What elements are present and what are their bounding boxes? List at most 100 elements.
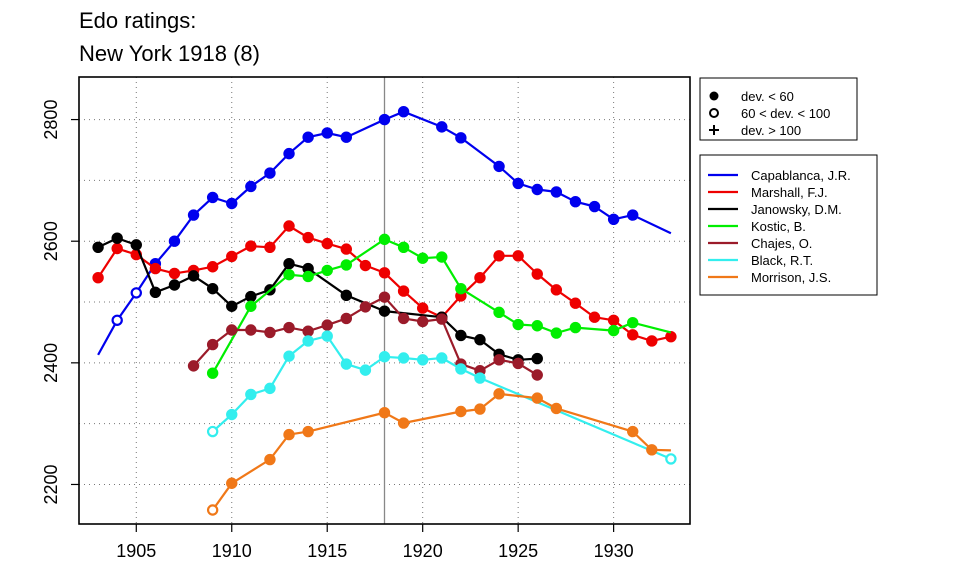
- data-point-janowsky-d-m-1904: [111, 232, 123, 244]
- data-point-kostic-b-1919: [397, 241, 410, 253]
- data-point-morrison-j-s-1909: [206, 504, 219, 516]
- data-point-kostic-b-1920: [416, 252, 429, 264]
- data-point-marshall-f-j-1916: [340, 243, 353, 255]
- data-point-marshall-f-j-1920: [416, 302, 429, 314]
- data-point-capablanca-j-r-1931: [627, 209, 639, 221]
- symbol-legend-plus-marker: [709, 125, 719, 135]
- data-point-morrison-j-s-1931: [627, 425, 639, 438]
- data-point-black-r-t-1919: [397, 352, 410, 364]
- data-point-chajes-o-1918: [378, 291, 391, 303]
- data-point-janowsky-d-m-1913: [283, 258, 295, 270]
- symbol-legend: dev. < 60 60 < dev. < 100 dev. > 100: [699, 77, 858, 141]
- x-tick-label-1910: 1910: [212, 541, 252, 561]
- symbol-legend-box: [699, 77, 858, 141]
- data-point-capablanca-j-r-1910: [226, 197, 238, 210]
- data-point-marshall-f-j-1924: [493, 250, 505, 262]
- data-point-capablanca-j-r-1916: [340, 131, 353, 143]
- data-point-capablanca-j-r-1928: [569, 195, 582, 208]
- data-point-morrison-j-s-1914: [302, 425, 314, 438]
- data-point-marshall-f-j-1912: [264, 241, 276, 253]
- y-tick-label-2600: 2600: [41, 221, 61, 261]
- data-point-capablanca-j-r-1915: [321, 127, 333, 139]
- symbol-legend-filled-circle-marker: [709, 91, 719, 101]
- series-kostic-b: [206, 233, 672, 379]
- data-point-morrison-j-s-1913: [283, 428, 295, 441]
- data-point-marshall-f-j-1914: [302, 231, 314, 244]
- data-point-capablanca-j-r-1927: [550, 186, 563, 198]
- data-point-capablanca-j-r-1929: [588, 200, 601, 213]
- chart-title-line-1: Edo ratings:: [79, 8, 196, 33]
- data-point-capablanca-j-r-1921: [436, 121, 448, 133]
- y-tick-label-2800: 2800: [41, 100, 61, 140]
- data-point-morrison-j-s-1926: [531, 392, 543, 404]
- data-point-marshall-f-j-1932: [646, 335, 658, 347]
- data-point-black-r-t-1918: [378, 351, 391, 363]
- data-point-capablanca-j-r-1922: [455, 132, 467, 144]
- data-point-capablanca-j-r-1911: [245, 180, 257, 193]
- data-point-kostic-b-1914: [302, 270, 314, 283]
- data-point-black-r-t-1910: [226, 408, 238, 421]
- data-point-janowsky-d-m-1907: [168, 279, 181, 291]
- data-point-marshall-f-j-1904: [111, 242, 123, 255]
- legend-label-janowsky-d-m: Janowsky, D.M.: [751, 202, 842, 217]
- data-point-marshall-f-j-1909: [206, 261, 219, 273]
- x-tick-label-1905: 1905: [116, 541, 156, 561]
- data-point-morrison-j-s-1924: [493, 388, 505, 400]
- data-point-kostic-b-1930: [607, 324, 620, 337]
- data-point-morrison-j-s-1910: [226, 477, 238, 489]
- data-point-janowsky-d-m-1916: [340, 289, 353, 302]
- data-point-chajes-o-1913: [283, 321, 295, 334]
- data-point-marshall-f-j-1926: [531, 268, 543, 280]
- data-point-capablanca-j-r-1925: [512, 177, 524, 190]
- data-point-marshall-f-j-1925: [512, 250, 524, 262]
- data-point-marshall-f-j-1930: [607, 314, 620, 326]
- chart-title-line-2: New York 1918 (8): [79, 41, 260, 66]
- series-line-morrison-j-s: [211, 392, 671, 511]
- data-point-capablanca-j-r-1913: [283, 147, 295, 160]
- series-janowsky-d-m: [92, 232, 543, 366]
- data-point-kostic-b-1916: [340, 259, 353, 271]
- series-line-janowsky-d-m: [97, 237, 538, 361]
- data-point-marshall-f-j-1919: [397, 285, 410, 297]
- data-point-morrison-j-s-1918: [378, 407, 391, 419]
- data-point-marshall-f-j-1929: [588, 311, 601, 323]
- data-point-capablanca-j-r-1930: [607, 213, 620, 226]
- data-point-chajes-o-1908: [187, 360, 200, 372]
- legend-label-marshall-f-j: Marshall, F.J.: [751, 185, 828, 200]
- plot-frame: [78, 76, 691, 525]
- data-point-black-r-t-1916: [340, 358, 353, 370]
- data-point-capablanca-j-r-1914: [302, 131, 314, 143]
- data-point-chajes-o-1919: [397, 312, 410, 325]
- series-line-black-r-t: [211, 335, 672, 460]
- data-point-janowsky-d-m-1922: [455, 329, 467, 342]
- symbol-legend-plus-label: dev. > 100: [741, 123, 801, 138]
- data-point-kostic-b-1924: [493, 306, 505, 319]
- data-point-marshall-f-j-1911: [245, 240, 257, 252]
- data-point-marshall-f-j-1910: [226, 250, 238, 263]
- axes: 1905 1910 1915 1920 1925 1930 2200 2400 2600 2800: [41, 100, 634, 561]
- data-point-kostic-b-1921: [436, 251, 448, 263]
- legend-label-chajes-o: Chajes, O.: [751, 236, 812, 251]
- x-tick-label-1920: 1920: [403, 541, 443, 561]
- data-point-chajes-o-1917: [359, 301, 372, 313]
- data-point-kostic-b-1925: [512, 318, 524, 331]
- data-point-janowsky-d-m-1923: [474, 334, 486, 346]
- data-point-janowsky-d-m-1918: [378, 305, 391, 317]
- data-point-black-r-t-1912: [264, 382, 276, 395]
- data-point-black-r-t-1933: [665, 453, 677, 465]
- data-point-kostic-b-1927: [550, 327, 563, 339]
- legend-label-capablanca-j-r: Capablanca, J.R.: [751, 168, 851, 183]
- data-point-chajes-o-1920: [416, 315, 429, 328]
- series-morrison-j-s: [206, 388, 671, 516]
- data-point-capablanca-j-r-1908: [187, 209, 200, 221]
- series-black-r-t: [206, 330, 677, 465]
- x-tick-label-1915: 1915: [307, 541, 347, 561]
- data-point-kostic-b-1926: [531, 320, 543, 332]
- data-point-black-r-t-1909: [206, 425, 219, 438]
- data-point-kostic-b-1909: [206, 367, 219, 379]
- legend-label-morrison-j-s: Morrison, J.S.: [751, 270, 831, 285]
- data-point-chajes-o-1909: [206, 338, 219, 351]
- legend-label-kostic-b: Kostic, B.: [751, 219, 806, 234]
- x-tick-label-1925: 1925: [498, 541, 538, 561]
- data-point-capablanca-j-r-1918: [378, 113, 391, 126]
